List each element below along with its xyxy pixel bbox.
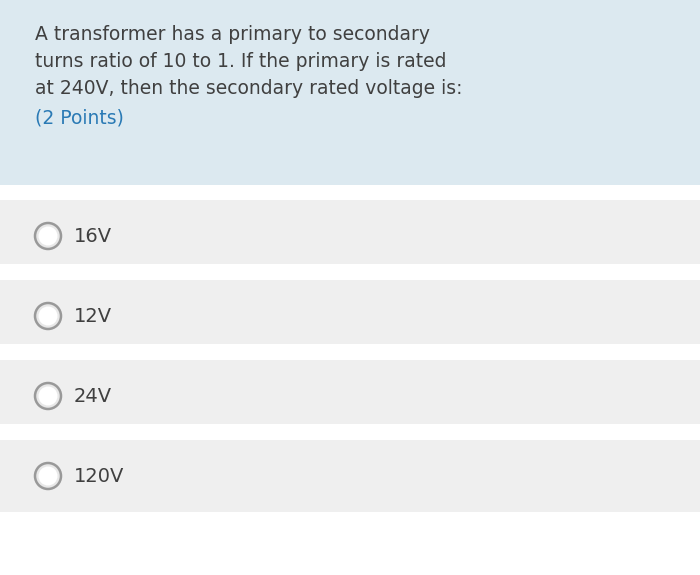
FancyBboxPatch shape <box>0 185 700 200</box>
Text: (2 Points): (2 Points) <box>35 108 124 127</box>
Text: 120V: 120V <box>74 466 125 485</box>
FancyBboxPatch shape <box>0 440 700 512</box>
Text: at 240V, then the secondary rated voltage is:: at 240V, then the secondary rated voltag… <box>35 79 463 98</box>
Text: 12V: 12V <box>74 306 112 325</box>
Text: A transformer has a primary to secondary: A transformer has a primary to secondary <box>35 25 430 44</box>
Text: 16V: 16V <box>74 227 112 246</box>
FancyBboxPatch shape <box>0 512 700 575</box>
Circle shape <box>38 227 57 246</box>
Circle shape <box>38 306 57 325</box>
Circle shape <box>35 463 61 489</box>
FancyBboxPatch shape <box>0 0 700 185</box>
FancyBboxPatch shape <box>0 360 700 432</box>
FancyBboxPatch shape <box>0 344 700 352</box>
Circle shape <box>35 383 61 409</box>
Text: 24V: 24V <box>74 386 112 405</box>
FancyBboxPatch shape <box>0 264 700 272</box>
FancyBboxPatch shape <box>0 424 700 432</box>
FancyBboxPatch shape <box>0 280 700 352</box>
Text: turns ratio of 10 to 1. If the primary is rated: turns ratio of 10 to 1. If the primary i… <box>35 52 447 71</box>
Circle shape <box>38 386 57 405</box>
Circle shape <box>35 303 61 329</box>
FancyBboxPatch shape <box>0 200 700 272</box>
Circle shape <box>35 223 61 249</box>
Circle shape <box>38 466 57 485</box>
